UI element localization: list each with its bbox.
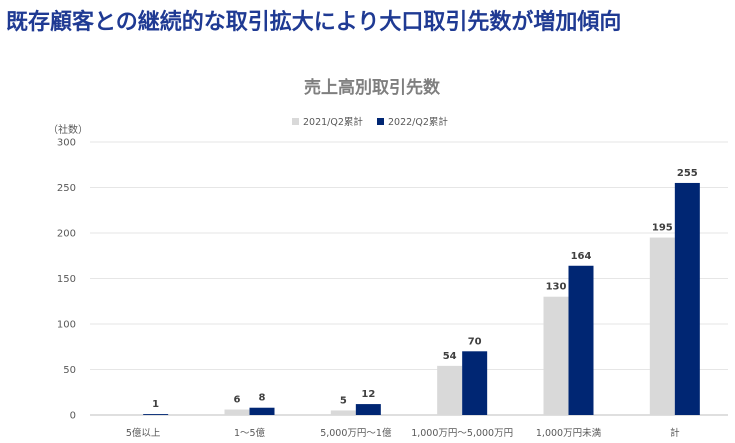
y-axis-ticks: 0 50 100 150 200 250 300 <box>57 138 76 422</box>
x-category-label: 1,000万円未満 <box>536 427 602 439</box>
bar-2021 <box>330 410 356 415</box>
y-tick-label: 50 <box>63 365 76 376</box>
legend-label: 2022/Q2累計 <box>388 116 448 128</box>
y-tick-label: 200 <box>57 229 76 240</box>
data-label: 6 <box>234 395 241 406</box>
y-tick-label: 250 <box>57 183 76 194</box>
x-category-label: 5億以上 <box>126 427 161 439</box>
data-label: 70 <box>468 336 482 347</box>
gridlines <box>90 141 728 416</box>
legend-label: 2021/Q2累計 <box>303 116 363 128</box>
bar-2021 <box>649 237 675 415</box>
data-label: 54 <box>443 351 457 362</box>
legend-swatch <box>377 118 384 125</box>
bar-2022 <box>249 407 275 415</box>
legend: 2021/Q2累計 2022/Q2累計 <box>292 116 448 128</box>
bar-2021 <box>437 365 463 415</box>
x-category-label: 1,000万円〜5,000万円 <box>411 428 513 439</box>
bar-2022 <box>355 404 381 415</box>
bar-2021 <box>543 296 569 415</box>
legend-swatch <box>292 118 299 125</box>
data-labels: 1 6 8 5 12 54 70 130 164 195 255 <box>152 168 698 410</box>
data-label: 130 <box>546 282 567 293</box>
bar-2022 <box>568 265 594 415</box>
bar-2022 <box>462 351 488 415</box>
data-label: 8 <box>259 393 266 404</box>
bar-2021 <box>224 409 250 415</box>
data-label: 1 <box>152 399 159 410</box>
bar-2022 <box>674 182 700 415</box>
page-headline: 既存顧客との継続的な取引拡大により大口取引先数が増加傾向 <box>6 10 622 35</box>
y-tick-label: 100 <box>57 320 76 331</box>
y-axis-unit-label: （社数） <box>48 123 88 136</box>
x-category-label: 計 <box>670 427 680 439</box>
y-tick-label: 150 <box>57 274 76 285</box>
y-tick-label: 300 <box>57 138 76 149</box>
x-category-label: 5,000万円〜1億 <box>320 427 392 439</box>
y-tick-label: 0 <box>70 411 76 422</box>
data-label: 164 <box>571 251 592 262</box>
bar-2022 <box>143 414 169 415</box>
x-axis-categories: 5億以上 1〜5億 5,000万円〜1億 1,000万円〜5,000万円 1,000万円… <box>126 427 680 439</box>
data-label: 5 <box>340 395 347 406</box>
x-category-label: 1〜5億 <box>234 427 266 439</box>
data-label: 255 <box>677 168 698 179</box>
data-label: 195 <box>652 223 673 234</box>
data-label: 12 <box>361 389 375 400</box>
chart-title: 売上高別取引先数 <box>304 77 441 98</box>
bars <box>143 182 700 415</box>
